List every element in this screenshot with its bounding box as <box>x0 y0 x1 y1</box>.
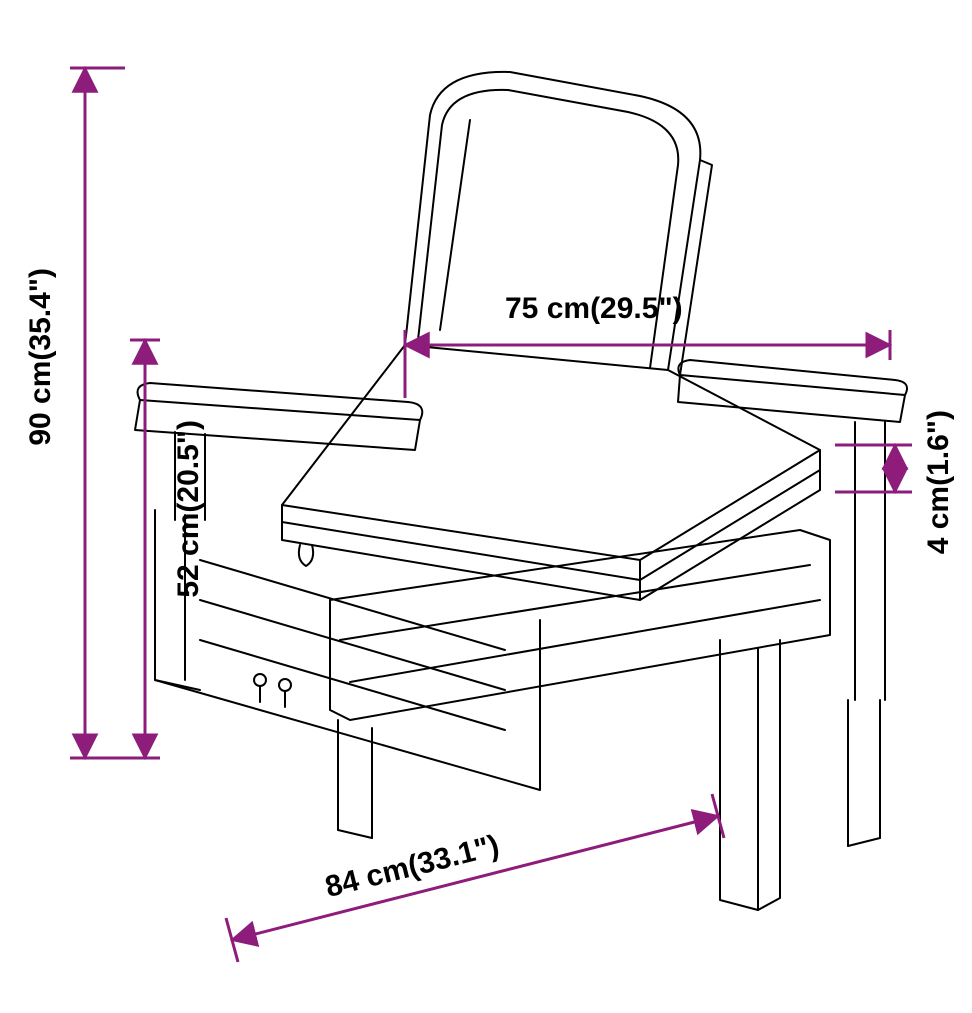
label-arm-height: 52 cm(20.5") <box>172 420 207 598</box>
label-width: 75 cm(29.5") <box>505 292 683 327</box>
diagram-canvas: 90 cm(35.4") 52 cm(20.5") 75 cm(29.5") 4… <box>0 0 972 1013</box>
label-height-overall: 90 cm(35.4") <box>24 268 59 446</box>
label-cushion-thickness: 4 cm(1.6") <box>922 410 957 554</box>
